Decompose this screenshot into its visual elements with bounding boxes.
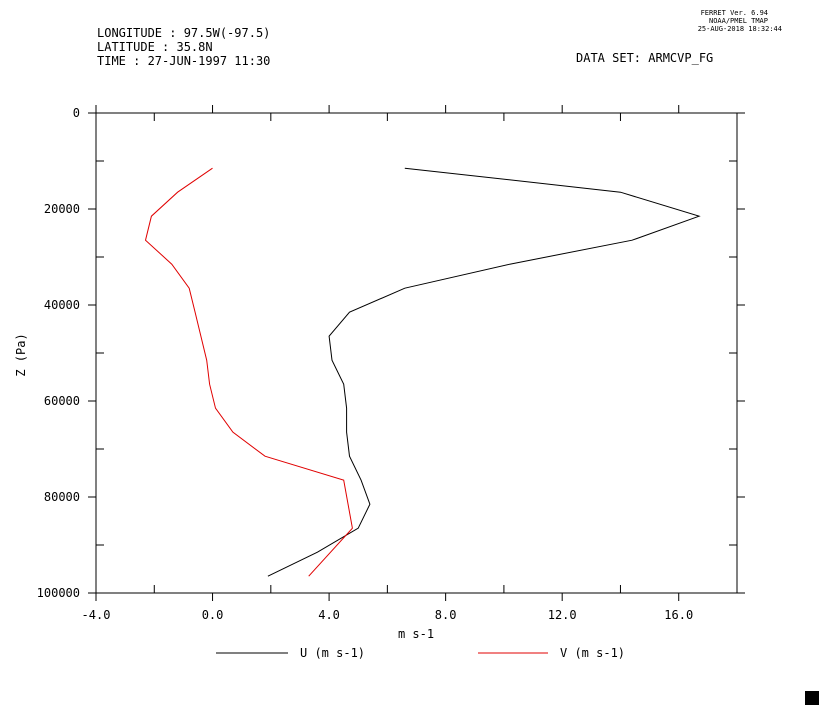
time-label: TIME : 27-JUN-1997 11:30 <box>97 54 271 68</box>
legend-label-v: V (m s-1) <box>560 646 625 660</box>
version-line-2: NOAA/PMEL TMAP <box>708 17 768 25</box>
legend: U (m s-1) V (m s-1) <box>216 646 625 660</box>
y-tick-label: 20000 <box>44 202 80 216</box>
corner-marker <box>805 691 819 705</box>
series-lines <box>144 167 701 577</box>
y-axis-label: Z (Pa) <box>14 333 28 376</box>
y-tick-label: 80000 <box>44 490 80 504</box>
series-line-u <box>267 167 701 577</box>
axis-tick-labels: -4.0 0.0 4.0 8.0 12.0 16.0 0 20000 40000 60000 800… <box>37 106 694 622</box>
axis-ticks <box>88 105 745 601</box>
longitude-label: LONGITUDE : 97.5W(-97.5) <box>97 26 271 40</box>
y-tick-label: 60000 <box>44 394 80 408</box>
x-tick-label: 12.0 <box>548 608 577 622</box>
plot-frame <box>95 112 738 594</box>
version-line-3: 25-AUG-2018 18:32:44 <box>697 25 782 33</box>
x-tick-label: -4.0 <box>82 608 111 622</box>
x-axis-label: m s-1 <box>398 627 434 641</box>
version-line-1: FERRET Ver. 6.94 <box>700 9 768 17</box>
y-tick-label: 100000 <box>37 586 80 600</box>
x-tick-label: 4.0 <box>318 608 340 622</box>
latitude-label: LATITUDE : 35.8N <box>97 40 213 54</box>
y-tick-label: 40000 <box>44 298 80 312</box>
x-tick-label: 0.0 <box>202 608 224 622</box>
x-tick-label: 16.0 <box>664 608 693 622</box>
x-tick-label: 8.0 <box>435 608 457 622</box>
dataset-label: DATA SET: ARMCVP_FG <box>576 51 714 65</box>
series-line-v <box>144 167 353 577</box>
legend-label-u: U (m s-1) <box>300 646 365 660</box>
y-tick-label: 0 <box>73 106 80 120</box>
